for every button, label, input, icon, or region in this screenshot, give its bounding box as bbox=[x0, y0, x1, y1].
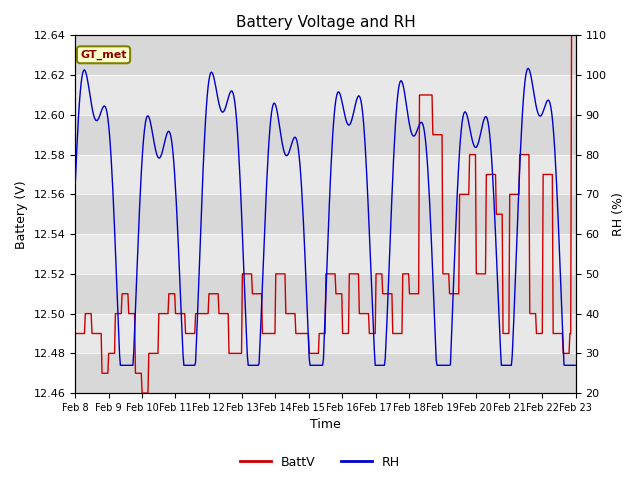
Bar bbox=[76, 274, 576, 313]
X-axis label: Time: Time bbox=[310, 419, 341, 432]
Legend: BattV, RH: BattV, RH bbox=[235, 451, 405, 474]
Text: GT_met: GT_met bbox=[80, 49, 127, 60]
Y-axis label: RH (%): RH (%) bbox=[612, 192, 625, 236]
Bar bbox=[76, 194, 576, 234]
Bar bbox=[76, 313, 576, 353]
Bar bbox=[76, 353, 576, 393]
Bar bbox=[76, 155, 576, 194]
Bar bbox=[76, 115, 576, 155]
Bar bbox=[76, 36, 576, 75]
Bar bbox=[76, 75, 576, 115]
Bar bbox=[76, 234, 576, 274]
Title: Battery Voltage and RH: Battery Voltage and RH bbox=[236, 15, 415, 30]
Y-axis label: Battery (V): Battery (V) bbox=[15, 180, 28, 249]
